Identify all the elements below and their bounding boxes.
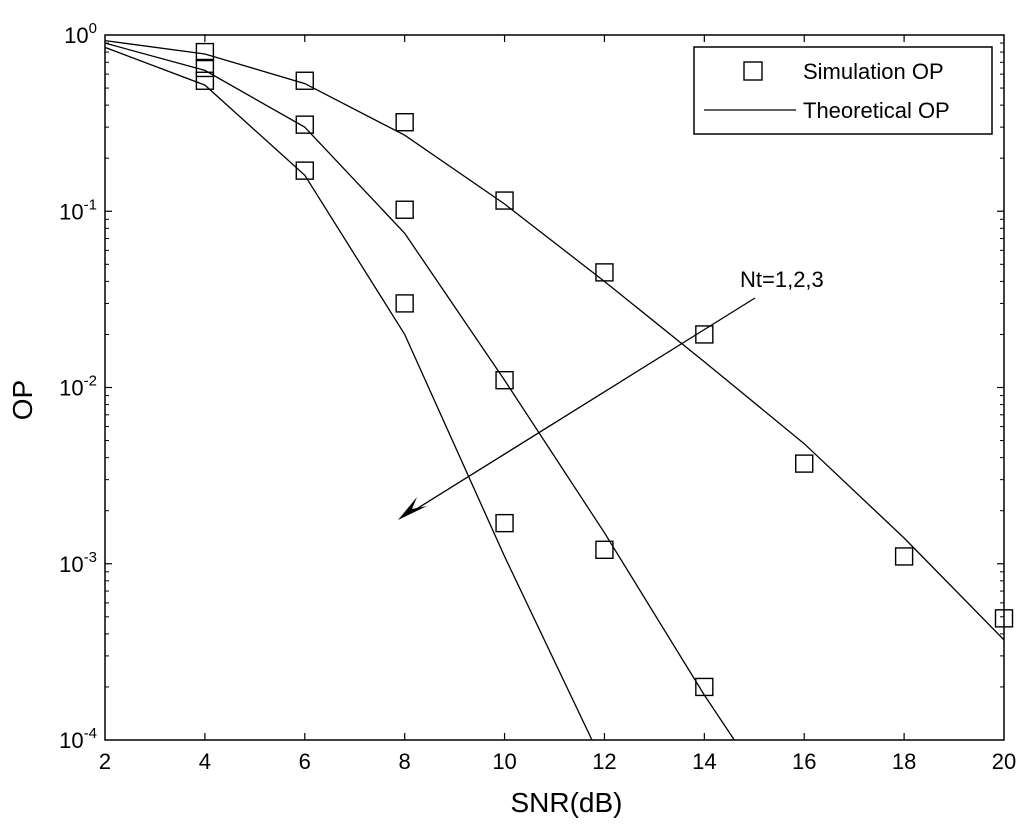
legend-marker-square: [743, 61, 763, 81]
legend: Simulation OP Theoretical OP: [693, 46, 993, 135]
annotation-arrowhead: [398, 497, 427, 520]
simulation-point-1: [795, 454, 814, 473]
simulation-point-1: [695, 325, 714, 344]
simulation-point-1: [894, 547, 914, 566]
simulation-point-1: [994, 609, 1014, 628]
x-tick-label: 16: [792, 749, 816, 774]
simulation-point-1: [195, 42, 215, 62]
simulation-point-2: [495, 371, 514, 390]
plot-frame: [104, 34, 1005, 741]
simulation-point-1: [595, 263, 614, 282]
simulation-point-3: [395, 294, 414, 313]
simulation-point-1: [395, 113, 414, 132]
simulation-point-2: [195, 58, 215, 78]
simulation-point-1: [495, 191, 514, 210]
x-axis-title: SNR(dB): [510, 787, 622, 818]
x-tick-label: 14: [692, 749, 716, 774]
y-tick-label: 10-3: [59, 549, 97, 577]
nt-annotation: Nt=1,2,3: [398, 267, 824, 520]
x-tick-label: 2: [99, 749, 111, 774]
simulation-point-2: [695, 677, 714, 697]
x-tick-label: 6: [299, 749, 311, 774]
simulation-point-2: [395, 200, 414, 219]
y-tick-label: 10-2: [59, 373, 97, 401]
simulation-point-1: [295, 71, 314, 90]
simulation-point-3: [195, 71, 215, 90]
x-tick-label: 10: [492, 749, 516, 774]
annotation-arrow-line: [409, 297, 756, 514]
annotation-text: Nt=1,2,3: [740, 267, 824, 292]
theory-line-3: [105, 46, 593, 740]
simulation-point-3: [495, 513, 514, 533]
x-tick-label: 20: [992, 749, 1016, 774]
simulation-point-3: [295, 161, 314, 180]
legend-label-theoretical: Theoretical OP: [803, 98, 950, 123]
x-tick-label: 4: [199, 749, 211, 774]
y-tick-label: 10-4: [59, 725, 97, 753]
simulation-point-2: [595, 540, 614, 559]
x-tick-label: 18: [892, 749, 916, 774]
y-tick-label: 100: [64, 20, 97, 48]
y-tick-label: 10-1: [59, 196, 97, 224]
theory-line-2: [105, 42, 735, 740]
legend-label-simulation: Simulation OP: [803, 59, 944, 84]
theory-line-1: [105, 39, 1004, 641]
x-tick-label: 12: [592, 749, 616, 774]
y-axis-title: OP: [7, 380, 38, 420]
x-tick-label: 8: [399, 749, 411, 774]
simulation-point-2: [295, 115, 314, 134]
